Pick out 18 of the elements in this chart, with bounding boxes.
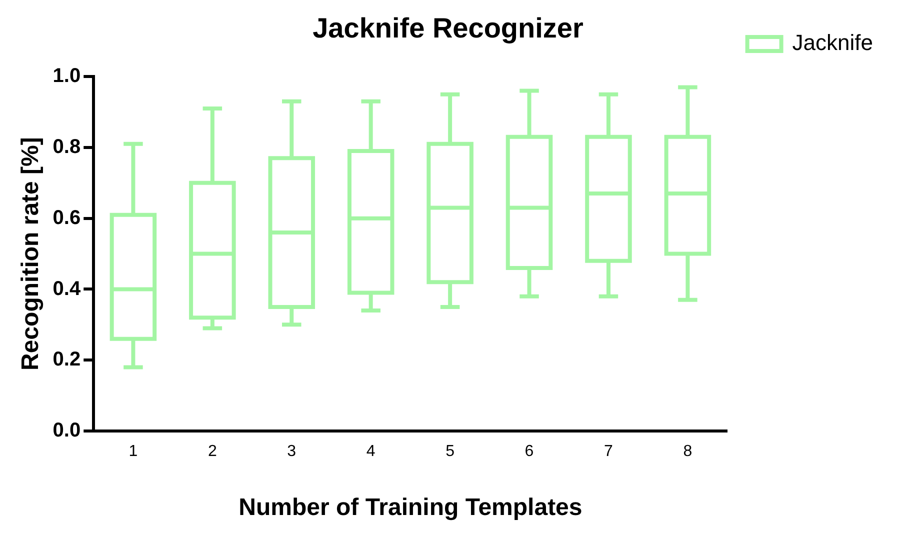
y-tick-label: 1.0 <box>52 65 81 88</box>
chart-title: Jacknife Recognizer <box>312 12 584 44</box>
y-tick-label: 0.6 <box>52 206 81 229</box>
x-tick-label: 5 <box>446 443 455 460</box>
x-tick-label: 8 <box>683 443 692 460</box>
y-tick-label: 0.4 <box>52 278 82 300</box>
legend-label: Jacknife <box>792 30 874 56</box>
y-axis-title: Recognition rate [%] <box>17 137 44 370</box>
x-tick-label: 2 <box>208 443 217 460</box>
x-tick-label: 6 <box>524 443 534 460</box>
x-tick-label: 3 <box>287 443 296 460</box>
y-tick-label: 0.8 <box>52 136 81 158</box>
x-tick-label: 7 <box>604 443 614 460</box>
x-tick-label: 1 <box>128 443 138 460</box>
x-axis-title: Number of Training Templates <box>238 494 582 522</box>
x-tick-label: 4 <box>366 443 376 460</box>
y-tick-label: 0.2 <box>52 348 81 371</box>
y-tick-label: 0.0 <box>52 420 81 442</box>
